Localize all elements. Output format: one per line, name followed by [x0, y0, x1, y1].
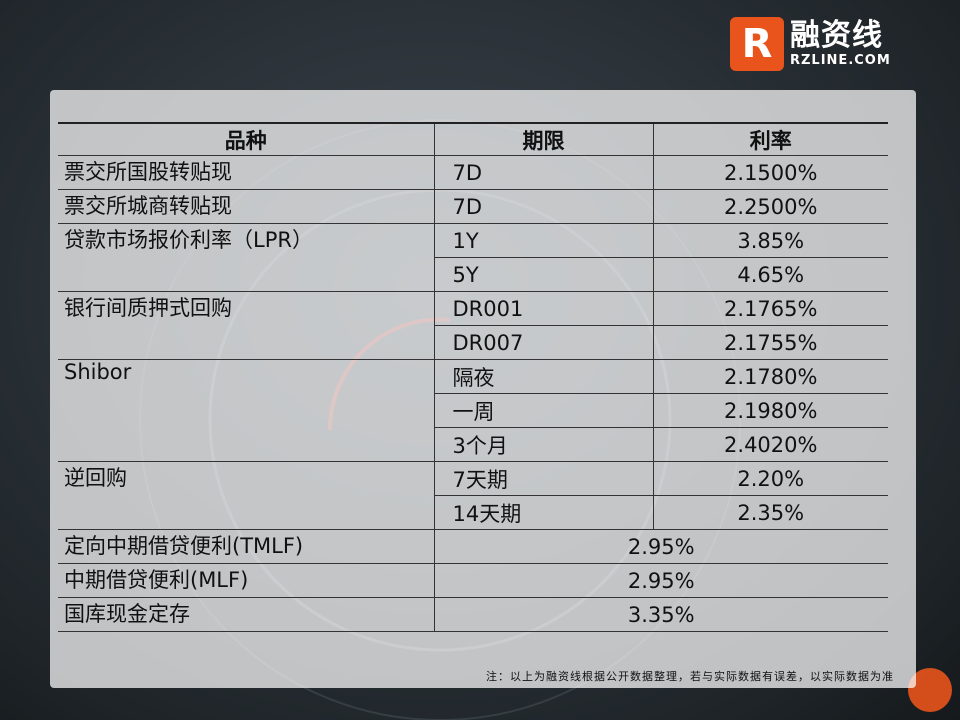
row-term: 7D [433, 155, 654, 190]
row-rate: 3.35% [433, 597, 888, 632]
table-row: 票交所城商转贴现 7D 2.2500% [58, 189, 888, 224]
table-row: 逆回购 7天期 2.20% [58, 461, 888, 530]
table-row: 中期借贷便利(MLF) 2.95% [58, 563, 888, 598]
logo-name-en: RZLINE.COM [790, 53, 891, 68]
row-name: 票交所城商转贴现 [58, 189, 435, 224]
row-name: 贷款市场报价利率（LPR） [58, 223, 435, 292]
logo-mark: R [730, 17, 784, 71]
row-rate: 2.95% [433, 529, 888, 564]
row-rate: 2.2500% [652, 189, 888, 224]
table-row: 一周 2.1980% [58, 393, 888, 428]
table-row: 14天期 2.35% [58, 495, 888, 530]
row-term: 3个月 [434, 427, 654, 462]
row-term: 5Y [434, 257, 654, 292]
logo-text: 融资线 RZLINE.COM [790, 19, 891, 69]
row-term: 隔夜 [433, 359, 654, 394]
row-term: 1Y [433, 223, 654, 258]
row-rate: 2.95% [433, 563, 888, 598]
table-row: 5Y 4.65% [58, 257, 888, 292]
row-name: 中期借贷便利(MLF) [58, 563, 435, 598]
row-term: DR001 [433, 291, 654, 326]
row-name: 票交所国股转贴现 [58, 155, 435, 190]
row-name: 银行间质押式回购 [58, 291, 435, 360]
table-row: 票交所国股转贴现 7D 2.1500% [58, 155, 888, 190]
rzline-logo: R 融资线 RZLINE.COM [730, 14, 930, 74]
header-term: 期限 [433, 122, 654, 156]
row-term: DR007 [434, 325, 654, 360]
table-row: Shibor 隔夜 2.1780% [58, 359, 888, 462]
row-term: 7天期 [433, 461, 654, 496]
row-term: 7D [433, 189, 654, 224]
row-rate: 2.1780% [652, 359, 888, 394]
table-row: 国库现金定存 3.35% [58, 597, 888, 632]
row-name: 国库现金定存 [58, 597, 435, 632]
row-rate: 3.85% [652, 223, 888, 258]
row-rate: 2.1755% [652, 325, 888, 360]
table-row: 贷款市场报价利率（LPR） 1Y 3.85% [58, 223, 888, 292]
table-row: 银行间质押式回购 DR001 2.1765% [58, 291, 888, 360]
row-term: 14天期 [434, 495, 654, 530]
row-name: Shibor [58, 359, 435, 462]
footnote: 注：以上为融资线根据公开数据整理，若与实际数据有误差，以实际数据为准 [486, 670, 894, 683]
row-term: 一周 [434, 393, 654, 428]
row-name: 定向中期借贷便利(TMLF) [58, 529, 435, 564]
logo-name-cn: 融资线 [790, 18, 883, 53]
header-rate: 利率 [652, 122, 888, 156]
row-rate: 4.65% [652, 257, 888, 292]
rates-table: 品种 期限 利率 票交所国股转贴现 7D 2.1500% 票交所城商转贴现 7D… [58, 122, 888, 632]
row-rate: 2.20% [652, 461, 888, 496]
row-rate: 2.4020% [652, 427, 888, 462]
row-rate: 2.35% [652, 495, 888, 530]
row-rate: 2.1765% [652, 291, 888, 326]
row-rate: 2.1500% [652, 155, 888, 190]
table-row: 3个月 2.4020% [58, 427, 888, 462]
table-header-row: 品种 期限 利率 [58, 122, 888, 156]
header-variety: 品种 [58, 122, 435, 156]
row-name: 逆回购 [58, 461, 435, 530]
table-row: 定向中期借贷便利(TMLF) 2.95% [58, 529, 888, 564]
row-rate: 2.1980% [652, 393, 888, 428]
